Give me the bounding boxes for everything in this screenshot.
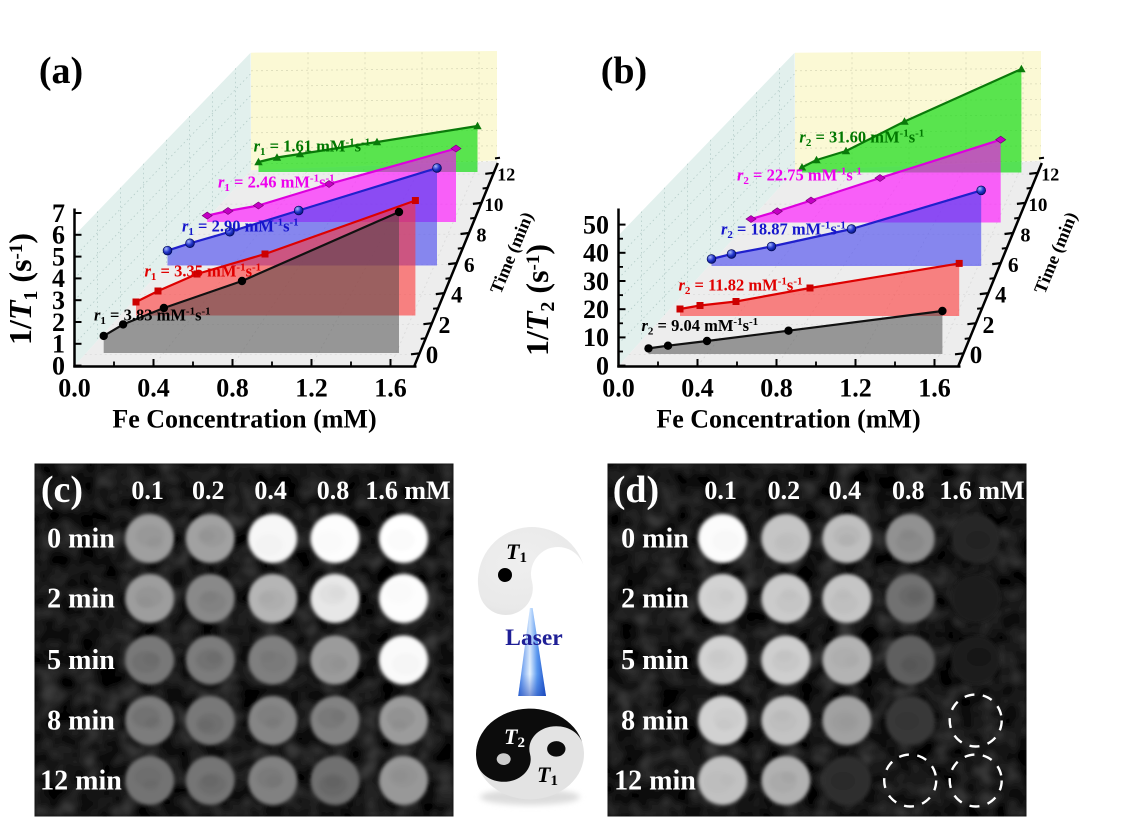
svg-text:4: 4 [995,282,1006,307]
svg-text:2: 2 [438,313,450,339]
svg-text:0.8: 0.8 [317,476,350,505]
svg-text:8: 8 [1020,224,1030,246]
svg-text:4: 4 [451,282,462,307]
svg-text:0 min: 0 min [47,524,115,555]
svg-text:8 min: 8 min [47,706,115,737]
svg-text:50: 50 [583,210,609,239]
svg-text:(d): (d) [613,469,659,511]
svg-text:0: 0 [426,342,439,369]
svg-text:10: 10 [1028,195,1047,216]
svg-text:3: 3 [52,286,65,315]
svg-text:0.4: 0.4 [254,476,287,505]
svg-text:5 min: 5 min [621,645,689,676]
svg-text:2 min: 2 min [47,584,115,615]
svg-text:r2 = 9.04 mM-1s-1: r2 = 9.04 mM-1s-1 [642,316,759,338]
svg-text:12: 12 [497,164,515,184]
svg-text:8 min: 8 min [621,706,689,737]
svg-text:30: 30 [583,267,609,296]
svg-text:7: 7 [52,199,65,228]
svg-text:1/T2 (s-1): 1/T2 (s-1) [519,244,559,356]
svg-text:10: 10 [583,323,609,352]
svg-text:T1: T1 [506,539,527,566]
svg-text:T1: T1 [537,762,558,789]
svg-text:6: 6 [1008,253,1019,277]
svg-text:4: 4 [52,264,65,293]
svg-text:0.2: 0.2 [192,476,225,505]
svg-text:1.6 mM: 1.6 mM [939,476,1024,505]
svg-text:r2 = 22.75 mM-1s-1: r2 = 22.75 mM-1s-1 [737,166,862,188]
svg-text:(a): (a) [39,50,83,92]
svg-text:12: 12 [1041,164,1059,184]
svg-text:r1 = 2.46 mM-1s-1: r1 = 2.46 mM-1s-1 [218,173,335,195]
svg-text:r2 = 31.60 mM-1s-1: r2 = 31.60 mM-1s-1 [799,128,924,150]
svg-text:1.2: 1.2 [295,374,328,403]
svg-text:0: 0 [596,351,609,380]
svg-text:1.2: 1.2 [839,374,872,403]
svg-text:0.8: 0.8 [760,374,793,403]
svg-text:0.2: 0.2 [768,476,801,505]
svg-text:0 min: 0 min [621,524,689,555]
svg-text:r1 = 3.35 mM-1s-1: r1 = 3.35 mM-1s-1 [145,262,262,284]
svg-text:r2 = 18.87 mM-1s-1: r2 = 18.87 mM-1s-1 [721,220,846,242]
svg-text:12 min: 12 min [614,766,696,797]
svg-text:0.1: 0.1 [704,476,737,505]
svg-text:0.0: 0.0 [58,374,91,403]
svg-text:20: 20 [583,295,609,324]
svg-text:0.4: 0.4 [829,476,862,505]
svg-text:(b): (b) [601,50,647,92]
svg-text:T2: T2 [504,724,525,751]
svg-text:1/T1 (s-1): 1/T1 (s-1) [2,233,42,345]
svg-text:8: 8 [476,224,486,246]
svg-text:r1 = 3.83 mM-1s-1: r1 = 3.83 mM-1s-1 [94,306,211,328]
svg-text:0: 0 [970,342,983,369]
svg-text:6: 6 [52,221,65,250]
svg-text:Fe Concentration (mM): Fe Concentration (mM) [656,405,920,434]
svg-text:Laser: Laser [505,625,562,651]
svg-text:5 min: 5 min [47,645,115,676]
svg-text:6: 6 [464,253,475,277]
svg-text:r2 = 11.82 mM-1s-1: r2 = 11.82 mM-1s-1 [679,276,803,298]
svg-text:12 min: 12 min [40,766,122,797]
svg-text:r1 = 2.90 mM-1s-1: r1 = 2.90 mM-1s-1 [182,217,299,239]
svg-text:0.4: 0.4 [681,374,714,403]
svg-text:(c): (c) [41,469,83,511]
svg-text:2: 2 [52,308,65,337]
svg-text:40: 40 [583,239,609,268]
svg-text:0.8: 0.8 [216,374,249,403]
svg-text:1.6: 1.6 [374,374,407,403]
svg-text:1.6 mM: 1.6 mM [365,476,450,505]
svg-text:r1 = 1.61 mM-1s-1: r1 = 1.61 mM-1s-1 [254,137,371,159]
svg-text:Fe Concentration (mM): Fe Concentration (mM) [112,405,376,434]
svg-text:2: 2 [982,313,994,339]
svg-text:0.4: 0.4 [137,374,170,403]
svg-text:0.8: 0.8 [892,476,925,505]
svg-text:0.1: 0.1 [131,476,164,505]
svg-text:1: 1 [52,330,65,359]
svg-text:1.6: 1.6 [918,374,951,403]
svg-text:10: 10 [484,195,503,216]
svg-text:2 min: 2 min [621,584,689,615]
svg-text:5: 5 [52,242,65,271]
svg-text:0.0: 0.0 [602,374,635,403]
svg-text:0: 0 [52,351,65,380]
